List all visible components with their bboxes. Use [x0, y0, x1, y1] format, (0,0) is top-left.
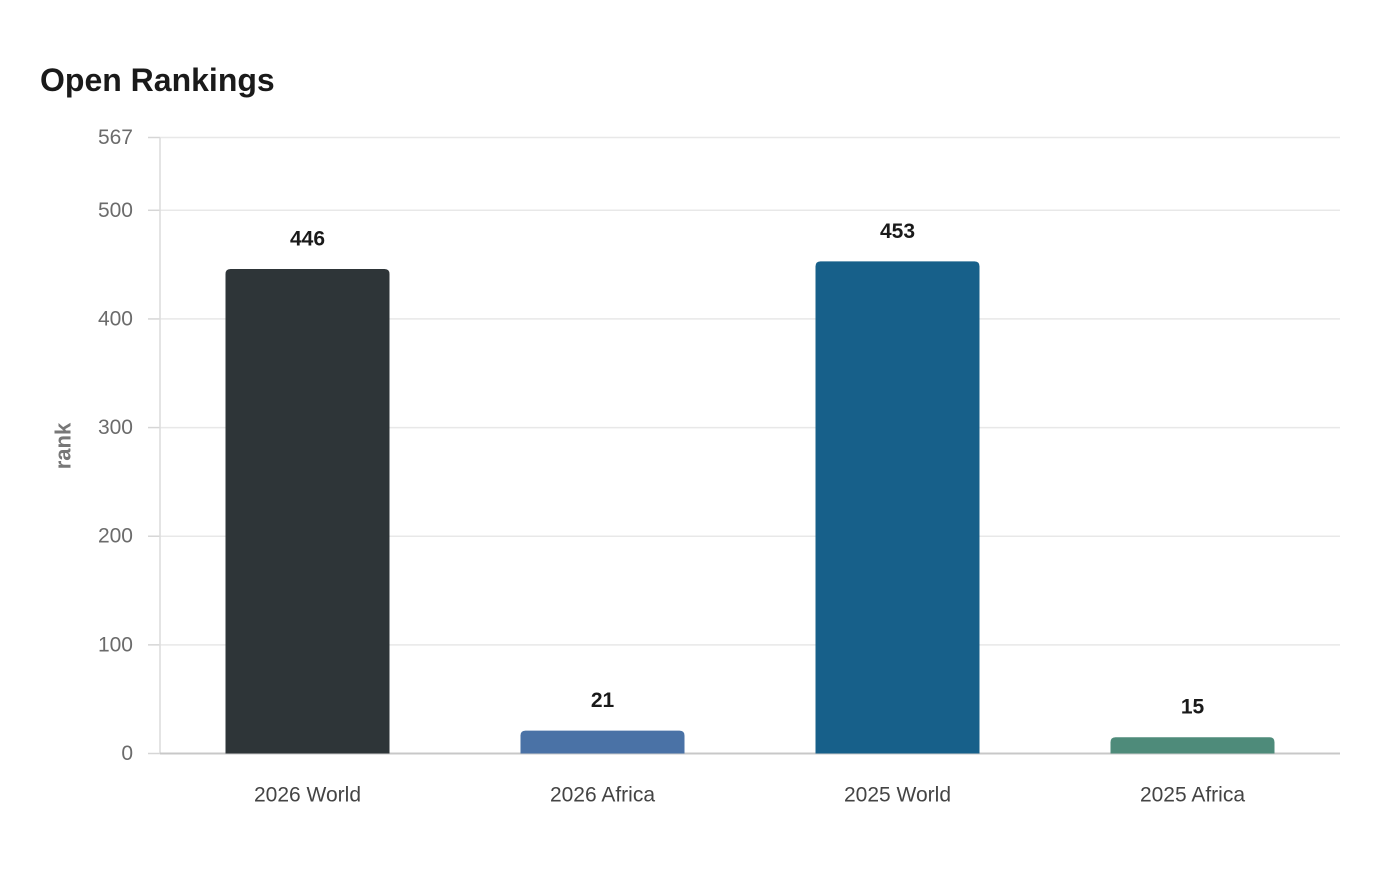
x-category-labels: 2026 World 2026 Africa 2025 World 2025 Afri…: [254, 784, 1245, 807]
value-label: 453: [880, 220, 915, 243]
bar: [520, 730, 685, 754]
value-label: 21: [591, 689, 615, 712]
x-category-label: 2026 Africa: [550, 784, 655, 807]
y-axis-title: rank: [51, 422, 76, 469]
value-label: 446: [290, 227, 325, 250]
value-label: 15: [1181, 696, 1205, 719]
y-tick-label: 567: [98, 126, 133, 149]
x-category-label: 2025 World: [844, 784, 951, 807]
chart-title: Open Rankings: [40, 62, 275, 98]
x-category-label: 2026 World: [254, 784, 361, 807]
bar: [815, 261, 980, 754]
x-category-label: 2025 Africa: [1140, 784, 1245, 807]
y-tick-label: 200: [98, 525, 133, 548]
y-tick-label: 0: [121, 742, 133, 765]
y-tick-label: 100: [98, 633, 133, 656]
y-tick-label: 400: [98, 307, 133, 330]
bar: [225, 268, 390, 754]
value-labels: 446 21 453 15: [290, 220, 1205, 719]
y-tick-label: 300: [98, 416, 133, 439]
bar: [1110, 737, 1275, 754]
bars: [225, 261, 1275, 754]
y-tick-labels: 0 100 200 300 400 500 567: [98, 126, 160, 765]
y-tick-label: 500: [98, 199, 133, 222]
